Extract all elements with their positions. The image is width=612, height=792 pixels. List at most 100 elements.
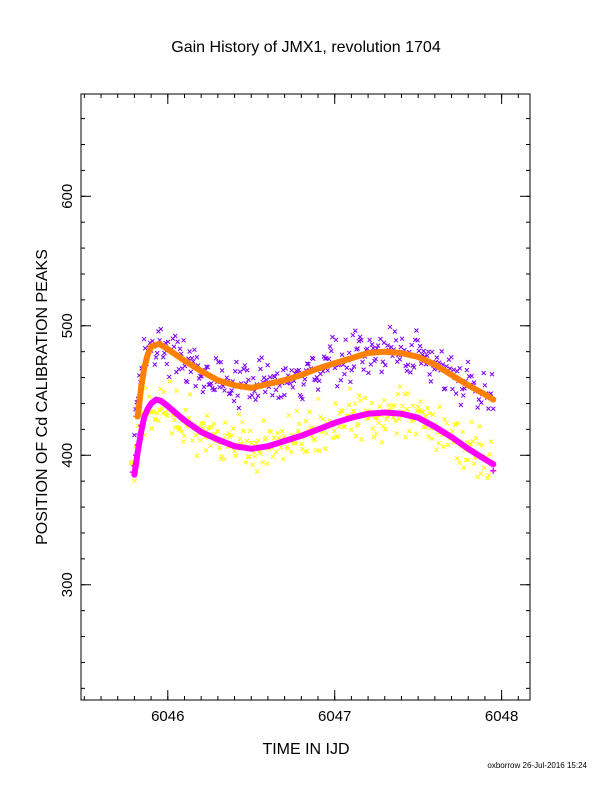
scatter-point-0-221 (397, 357, 403, 362)
scatter-point-1-169 (320, 416, 326, 422)
scatter-point-1-40 (174, 388, 179, 394)
scatter-point-0-47 (188, 369, 194, 375)
scatter-point-0-37 (176, 366, 182, 372)
scatter-point-1-186 (339, 408, 345, 414)
scatter-point-0-181 (349, 367, 355, 373)
scatter-point-0-126 (283, 366, 288, 371)
scatter-point-1-146 (294, 408, 300, 414)
scatter-point-0-163 (327, 344, 333, 349)
scatter-point-1-24 (155, 418, 161, 423)
scatter-point-1-70 (208, 443, 213, 449)
scatter-point-1-235 (395, 391, 401, 397)
scatter-point-0-50 (192, 347, 197, 353)
scatter-point-0-182 (350, 332, 356, 338)
scatter-point-1-89 (229, 432, 235, 438)
scatter-point-0-41 (181, 337, 186, 343)
scatter-point-0-15 (150, 338, 155, 344)
scatter-point-0-209 (382, 362, 388, 368)
scatter-point-0-188 (357, 334, 363, 340)
y-tick-label-1: 400 (59, 443, 76, 468)
scatter-point-0-152 (314, 375, 320, 380)
scatter-point-1-279 (445, 442, 451, 448)
scatter-point-1-242 (403, 434, 409, 440)
scatter-point-1-139 (286, 413, 292, 418)
scatter-point-1-86 (226, 431, 232, 436)
scatter-point-0-207 (380, 359, 386, 365)
scatter-point-1-13 (143, 385, 149, 391)
scatter-point-0-154 (316, 378, 322, 384)
footer-text: oxborrow 26-Jul-2016 15:24 (487, 761, 587, 770)
scatter-point-0-278 (465, 359, 471, 365)
scatter-point-0-132 (290, 385, 296, 390)
scatter-point-0-86 (235, 393, 240, 399)
scatter-point-0-183 (351, 364, 357, 369)
scatter-point-1-269 (434, 447, 439, 453)
scatter-point-0-24 (160, 354, 166, 360)
scatter-point-1-66 (203, 448, 209, 453)
scatter-point-0-198 (369, 342, 375, 347)
scatter-point-1-45 (179, 429, 185, 434)
scatter-point-1-278 (444, 420, 450, 426)
scatter-point-0-173 (339, 352, 345, 358)
scatter-point-1-96 (237, 436, 243, 442)
scatter-point-0-149 (310, 356, 316, 362)
scatter-point-1-219 (377, 404, 383, 410)
scatter-point-1-266 (430, 412, 436, 418)
scatter-point-0-122 (278, 394, 284, 400)
scatter-point-0-164 (328, 348, 334, 354)
scatter-point-1-29 (161, 389, 167, 395)
scatter-point-0-264 (448, 354, 454, 360)
scatter-point-1-233 (393, 418, 398, 424)
scatter-point-1-292 (460, 429, 465, 434)
scatter-point-1-288 (455, 421, 461, 426)
scatter-point-1-141 (288, 449, 294, 455)
plus-point-5-0 (133, 413, 140, 420)
scatter-point-0-203 (375, 343, 381, 348)
scatter-point-0-196 (367, 337, 373, 343)
scatter-point-1-61 (197, 437, 203, 443)
scatter-point-1-307 (477, 424, 483, 429)
scatter-point-1-98 (239, 419, 245, 425)
scatter-point-0-62 (206, 382, 212, 388)
scatter-point-0-120 (276, 395, 281, 401)
scatter-point-1-200 (355, 421, 361, 427)
scatter-point-0-64 (208, 381, 214, 386)
scatter-point-0-46 (187, 349, 192, 354)
scatter-point-1-201 (356, 393, 362, 399)
scatter-point-0-57 (200, 389, 206, 395)
scatter-point-0-241 (421, 348, 427, 354)
scatter-point-1-314 (485, 475, 490, 481)
scatter-point-0-266 (451, 367, 457, 373)
scatter-point-1-213 (370, 426, 376, 431)
scatter-point-0-34 (172, 333, 178, 339)
scatter-point-0-61 (205, 364, 210, 370)
scatter-point-1-103 (245, 454, 251, 460)
scatter-point-1-43 (177, 425, 183, 431)
scatter-point-0-190 (360, 359, 365, 365)
scatter-point-0-248 (429, 349, 435, 355)
scatter-point-1-150 (299, 441, 304, 447)
scatter-point-1-193 (347, 386, 353, 392)
scatter-point-0-99 (250, 375, 256, 381)
scatter-point-0-191 (361, 367, 367, 372)
scatter-point-0-162 (326, 356, 332, 362)
scatter-point-0-0 (132, 432, 137, 438)
scatter-point-0-287 (476, 397, 482, 402)
scatter-point-0-87 (236, 405, 242, 411)
scatter-point-1-132 (278, 445, 284, 450)
scatter-point-0-265 (450, 386, 455, 392)
scatter-point-1-309 (479, 442, 485, 448)
scatter-point-1-64 (201, 421, 207, 426)
scatter-point-1-232 (392, 403, 397, 408)
scatter-point-0-25 (162, 350, 167, 356)
scatter-point-1-54 (190, 437, 195, 443)
scatter-point-1-47 (182, 433, 187, 439)
scatter-point-0-28 (165, 339, 171, 345)
scatter-point-0-75 (222, 388, 227, 393)
plus-point-4-2 (133, 452, 140, 459)
scatter-point-0-159 (322, 356, 328, 361)
scatter-point-1-138 (285, 446, 291, 451)
scatter-point-0-259 (442, 386, 448, 391)
scatter-point-1-26 (158, 386, 163, 392)
scatter-point-1-90 (230, 426, 236, 431)
